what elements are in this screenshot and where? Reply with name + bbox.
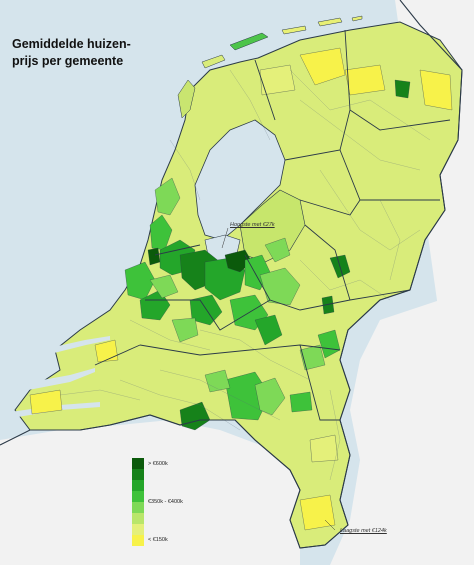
legend-top-label: > €600k <box>148 461 168 467</box>
title-line-1: Gemiddelde huizen- <box>12 37 131 51</box>
national-border <box>234 0 463 549</box>
zeeland-water-1 <box>15 368 95 392</box>
belgium-border <box>0 414 235 446</box>
province-borders <box>94 29 451 421</box>
legend-mid-label: €350k - €400k <box>148 499 183 505</box>
germany <box>330 0 474 565</box>
municipality-borders <box>59 69 431 481</box>
map-title: Gemiddelde huizen- prijs per gemeente <box>12 36 131 70</box>
annotation-north: Hoogste met €27k <box>230 222 275 228</box>
legend-swatch <box>132 513 144 524</box>
legend-swatch <box>132 535 144 546</box>
annotation-south: Laagste met €124k <box>340 528 387 534</box>
title-line-2: prijs per gemeente <box>12 54 124 68</box>
belgium <box>0 420 300 565</box>
legend-swatch <box>132 502 144 513</box>
zeeland-water-3 <box>40 336 110 356</box>
low-price-regions <box>29 47 453 531</box>
legend-swatch <box>132 458 144 469</box>
annotation-pointer-south <box>324 519 336 531</box>
legend-swatch <box>132 469 144 480</box>
rottumeroog <box>351 15 363 22</box>
ameland <box>281 25 307 35</box>
legend-swatch <box>132 491 144 502</box>
annotation-pointer-north <box>221 227 229 249</box>
texel <box>177 79 196 119</box>
legend-swatch <box>132 524 144 535</box>
legend-swatch <box>132 480 144 491</box>
legend-bottom-label: < €150k <box>148 537 168 543</box>
legend: > €600k €350k - €400k < €150k <box>132 458 212 548</box>
terschelling <box>229 32 269 51</box>
schiermonnikoog <box>317 17 343 27</box>
ijsselmeer <box>194 119 286 241</box>
vlieland <box>201 54 226 69</box>
